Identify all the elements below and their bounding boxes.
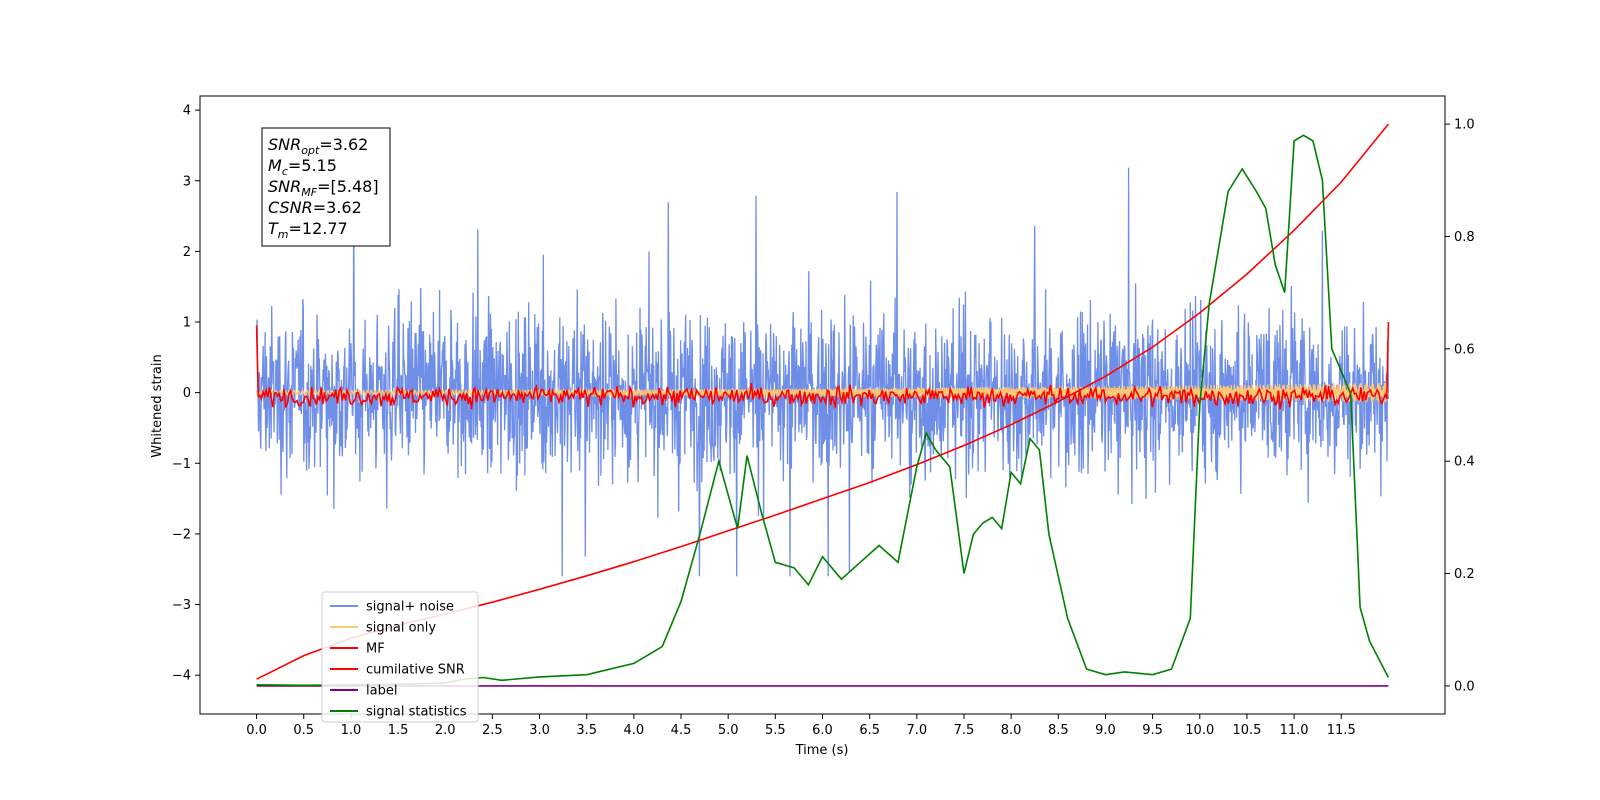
annotation-line: Mc=5.15 — [268, 156, 337, 178]
x-tick-label: 2.5 — [482, 723, 503, 738]
y-tick-label: 2 — [183, 245, 191, 260]
x-tick-label: 10.0 — [1185, 723, 1214, 738]
y-tick-label: −2 — [172, 527, 191, 542]
y-tick-label: 1 — [183, 316, 191, 331]
x-tick-label: 1.5 — [388, 723, 409, 738]
y2-tick-label: 0.6 — [1454, 342, 1475, 357]
y-axis-title: Whitened strain — [150, 354, 165, 457]
annotation-line: CSNR=3.62 — [268, 198, 362, 217]
series-signal-statistics — [256, 134, 1390, 687]
y-tick-label: 0 — [183, 386, 191, 401]
x-tick-label: 4.5 — [671, 723, 692, 738]
legend-label: MF — [366, 642, 385, 657]
x-tick-label: 11.0 — [1280, 723, 1309, 738]
x-tick-label: 7.5 — [954, 723, 975, 738]
legend-label: signal only — [366, 621, 436, 636]
y-axis-left: 4 3 2 1 0 −1 −2 −3 −4 — [172, 104, 200, 684]
y2-tick-label: 0.4 — [1454, 455, 1475, 470]
x-tick-label: 6.5 — [859, 723, 880, 738]
legend-label: label — [366, 684, 397, 699]
legend-label: cumilative SNR — [366, 663, 465, 678]
annotation-frame — [261, 127, 391, 247]
y2-tick-label: 0.2 — [1454, 567, 1475, 582]
x-tick-label: 7.0 — [906, 723, 927, 738]
y2-tick-label: 0.8 — [1454, 230, 1475, 245]
series-signal-only — [255, 382, 1390, 403]
x-tick-label: 5.5 — [765, 723, 786, 738]
x-axis-title: Time (s) — [795, 743, 849, 758]
x-tick-label: 8.5 — [1048, 723, 1069, 738]
legend-label: signal+ noise — [366, 600, 454, 615]
x-tick-label: 3.0 — [529, 723, 550, 738]
x-tick-label: 8.0 — [1001, 723, 1022, 738]
y2-tick-label: 1.0 — [1454, 118, 1475, 133]
x-tick-label: 9.5 — [1142, 723, 1163, 738]
x-tick-label: 4.0 — [624, 723, 645, 738]
x-tick-label: 9.0 — [1095, 723, 1116, 738]
y-tick-label: 4 — [183, 104, 191, 119]
y-tick-label: −1 — [172, 457, 191, 472]
y-tick-label: 3 — [183, 174, 191, 189]
annotation-line: SNRMF=[5.48] — [268, 177, 379, 199]
y-axis-right: 1.0 0.8 0.6 0.4 0.2 0.0 — [1445, 118, 1475, 694]
x-axis: 0.0 0.5 1.0 1.5 2.0 2.5 3.0 3.5 4.0 4.5 5.0 5.5 6.0 6… — [246, 714, 1356, 738]
x-tick-label: 1.0 — [341, 723, 362, 738]
legend-frame — [321, 591, 479, 723]
annotation-line: SNRopt=3.62 — [268, 135, 368, 157]
x-tick-label: 2.0 — [435, 723, 456, 738]
x-tick-label: 5.0 — [718, 723, 739, 738]
x-tick-label: 11.5 — [1327, 723, 1356, 738]
annotation-line: Tm=12.77 — [268, 219, 348, 241]
y-tick-label: −4 — [172, 669, 191, 684]
x-tick-label: 3.5 — [576, 723, 597, 738]
x-tick-label: 6.0 — [812, 723, 833, 738]
legend-label: signal statistics — [366, 705, 467, 720]
y2-tick-label: 0.0 — [1454, 679, 1475, 694]
legend: signal+ noise signal only MF cumilative SNR… — [321, 591, 479, 723]
y-tick-label: −3 — [172, 598, 191, 613]
x-tick-label: 10.5 — [1232, 723, 1261, 738]
x-tick-label: 0.5 — [293, 723, 314, 738]
x-tick-label: 0.0 — [246, 723, 267, 738]
